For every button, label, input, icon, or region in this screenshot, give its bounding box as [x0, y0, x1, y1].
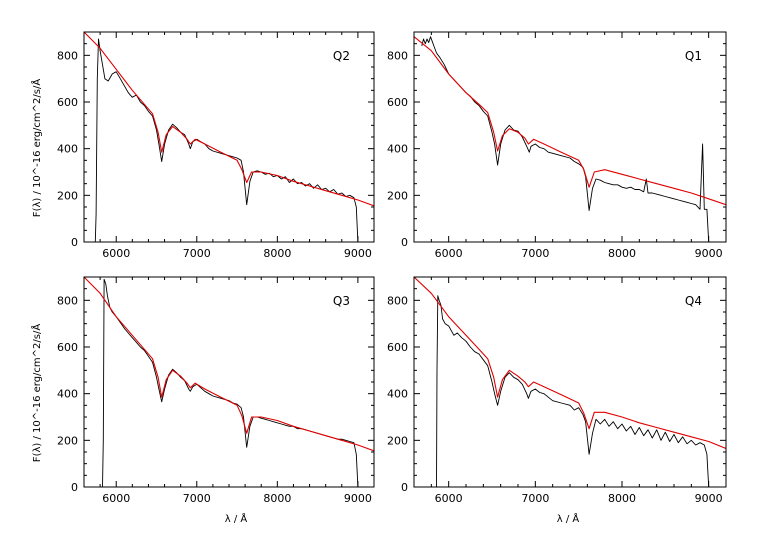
- x-tick-label: 8000: [263, 247, 291, 260]
- panel-q4: 6000 7000 8000 9000 0 200 400 600 800 Q4: [387, 276, 727, 505]
- x-tick-label: 9000: [344, 247, 372, 260]
- observed-spectrum-line: [436, 295, 710, 487]
- y-tick-label: 600: [57, 341, 78, 354]
- model-spectrum-line: [84, 277, 374, 452]
- y-tick-label: 400: [57, 143, 78, 156]
- y-tick-label: 200: [387, 434, 408, 447]
- x-tick-label: 8000: [263, 492, 291, 505]
- x-tick-label: 6000: [435, 247, 463, 260]
- x-tick-label: 8000: [608, 492, 636, 505]
- y-tick-label: 0: [401, 236, 408, 249]
- x-tick-label: 6000: [102, 247, 130, 260]
- panel-q3: 6000 7000 8000 9000 0 200 400 600 800 Q3: [57, 276, 375, 505]
- plot-frame: [83, 31, 375, 243]
- x-axis-title-left: λ / Å: [225, 512, 248, 525]
- y-tick-label: 800: [57, 49, 78, 62]
- x-tick-label: 7000: [521, 247, 549, 260]
- observed-spectrum-line: [421, 36, 710, 242]
- x-axis-title-right: λ / Å: [557, 512, 580, 525]
- plot-frame: [413, 31, 727, 243]
- y-tick-label: 0: [71, 236, 78, 249]
- y-tick-label: 400: [387, 143, 408, 156]
- x-tick-label: 9000: [344, 492, 372, 505]
- y-tick-label: 600: [387, 96, 408, 109]
- y-tick-label: 400: [57, 388, 78, 401]
- y-tick-label: 800: [57, 294, 78, 307]
- panel-q1: 6000 7000 8000 9000 0 200 400 600 800 Q1: [387, 31, 727, 260]
- x-tick-label: 6000: [102, 492, 130, 505]
- y-tick-label: 200: [57, 434, 78, 447]
- y-tick-label: 800: [387, 294, 408, 307]
- panel-label: Q2: [333, 49, 350, 63]
- x-tick-label: 9000: [695, 247, 723, 260]
- plot-frame: [413, 276, 727, 488]
- x-tick-label: 7000: [521, 492, 549, 505]
- y-axis-title-bottom: F(λ) / 10^-16 erg/cm^2/s/Å: [30, 324, 43, 463]
- y-tick-label: 0: [71, 481, 78, 494]
- model-spectrum-line: [414, 36, 726, 206]
- observed-spectrum-line: [94, 38, 359, 242]
- y-tick-label: 200: [57, 189, 78, 202]
- y-axis-title-top: F(λ) / 10^-16 erg/cm^2/s/Å: [30, 79, 43, 218]
- x-tick-label: 7000: [183, 247, 211, 260]
- x-tick-label: 8000: [608, 247, 636, 260]
- y-tick-label: 200: [387, 189, 408, 202]
- panel-q2: 6000 7000 8000 9000 0 200 400 600 800 Q2: [57, 31, 375, 260]
- panel-label: Q3: [333, 294, 350, 308]
- x-tick-label: 7000: [183, 492, 211, 505]
- y-tick-label: 600: [57, 96, 78, 109]
- y-tick-label: 0: [401, 481, 408, 494]
- y-tick-label: 400: [387, 388, 408, 401]
- x-tick-label: 9000: [695, 492, 723, 505]
- panel-label: Q1: [685, 49, 702, 63]
- x-tick-label: 6000: [435, 492, 463, 505]
- model-spectrum-line: [414, 277, 726, 450]
- panel-label: Q4: [685, 294, 702, 308]
- y-tick-label: 800: [387, 49, 408, 62]
- y-tick-label: 600: [387, 341, 408, 354]
- observed-spectrum-line: [102, 278, 359, 487]
- model-spectrum-line: [84, 32, 374, 207]
- plot-frame: [83, 276, 375, 488]
